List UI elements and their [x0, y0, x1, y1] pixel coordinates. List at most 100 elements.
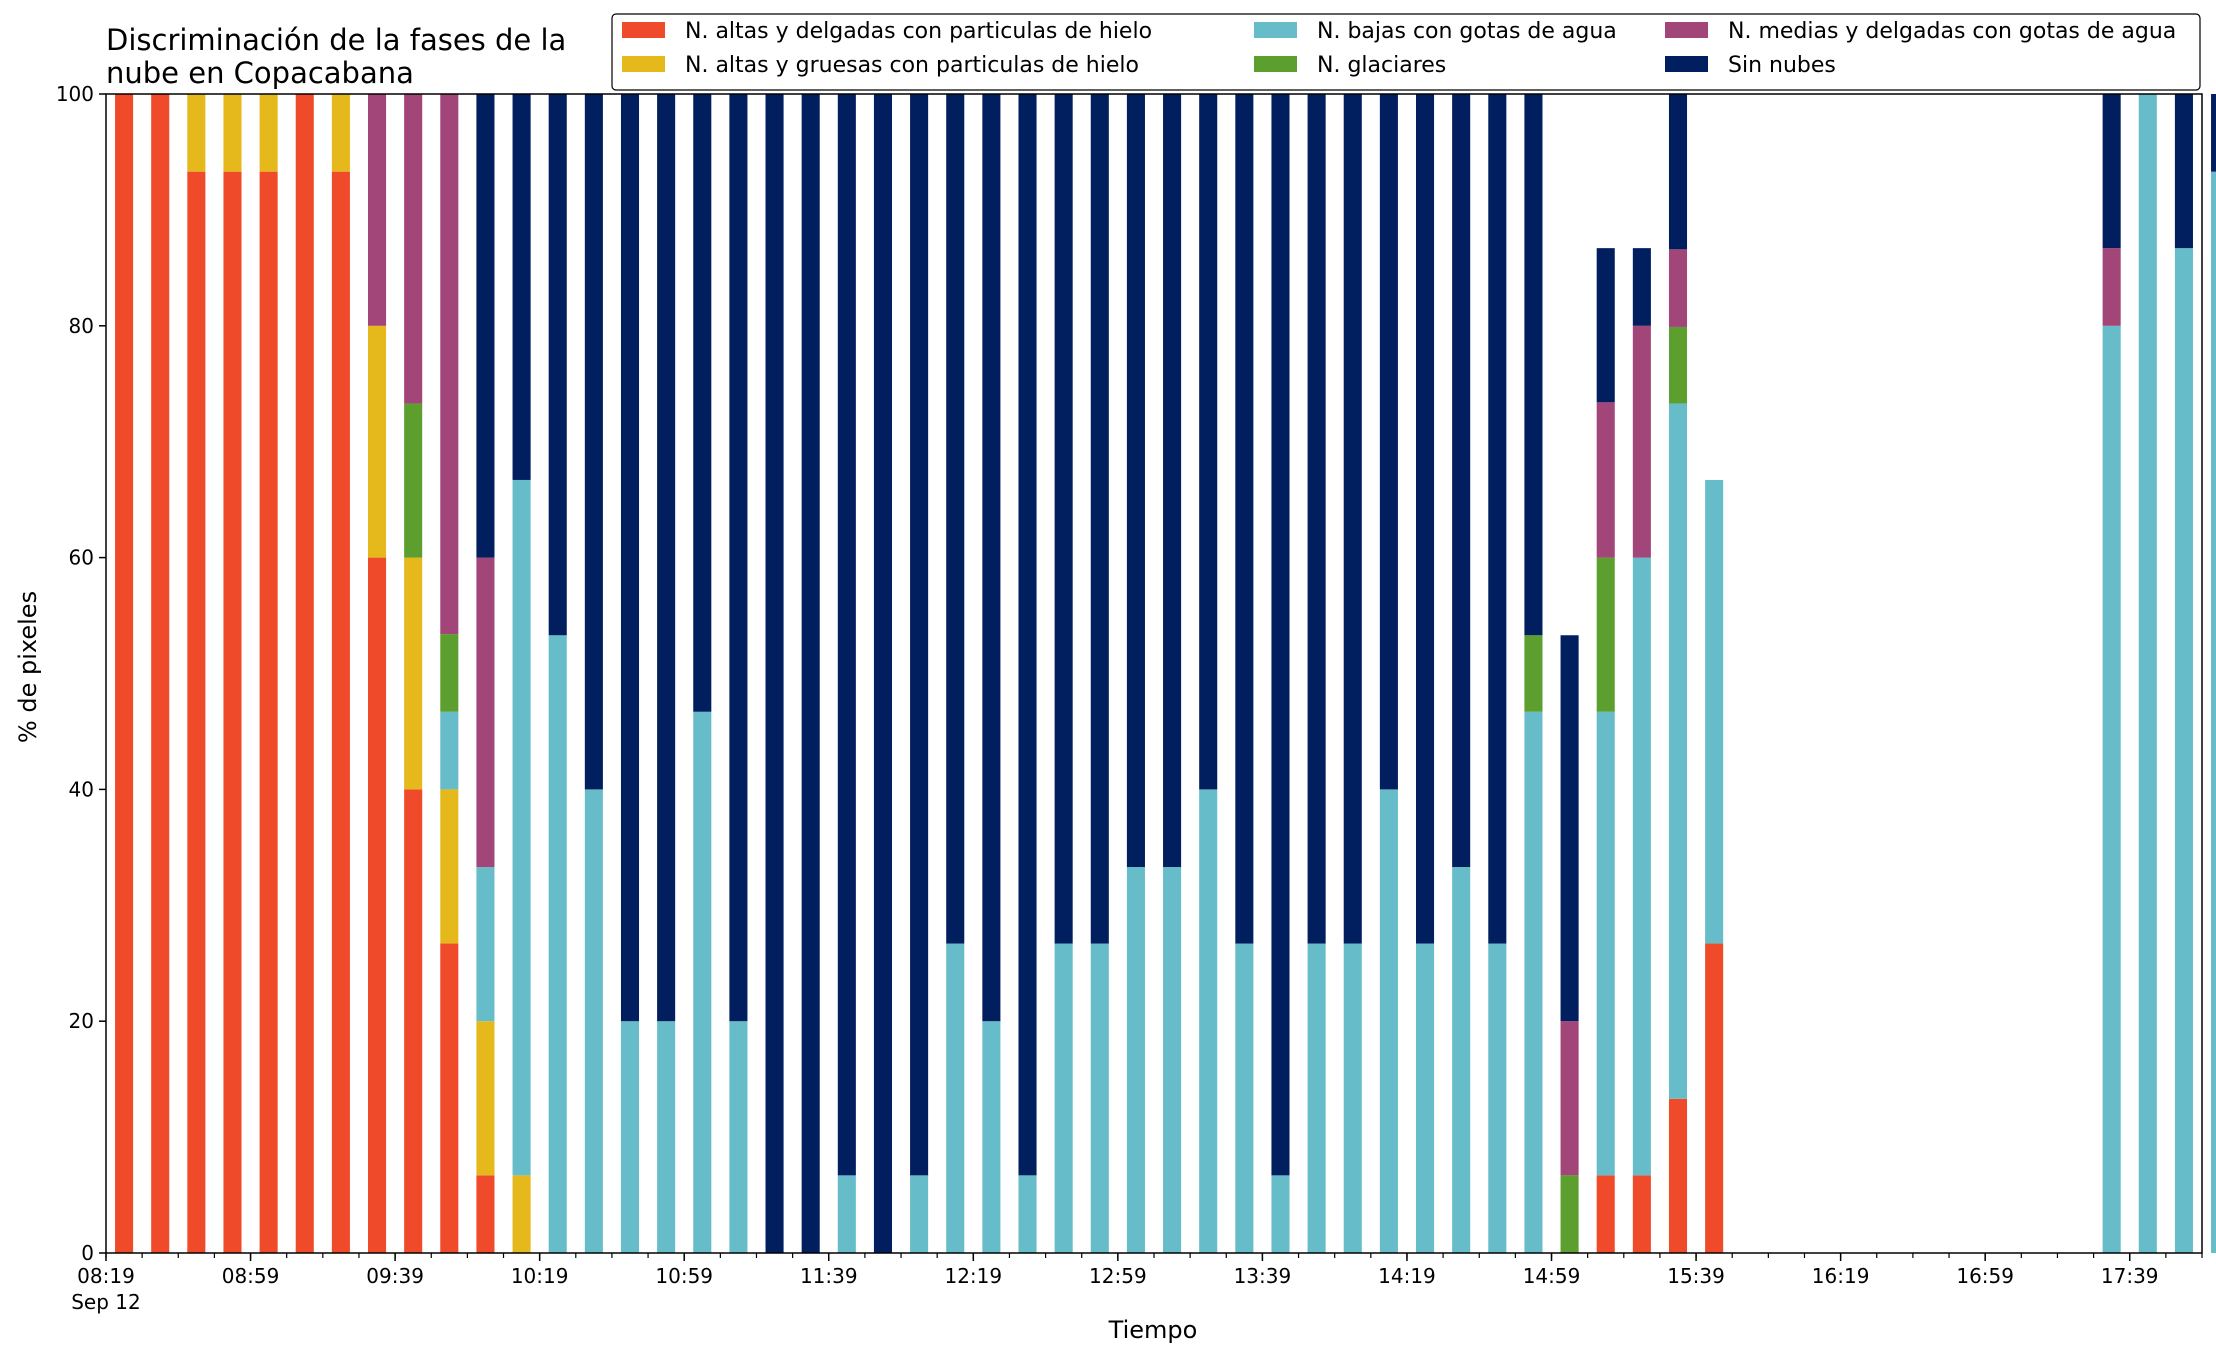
y-tick-label-0: 0: [81, 1241, 94, 1265]
bar-n-bajas-con-gotas-de-agua-27: [1090, 943, 1109, 1253]
x-tick-label-1339: 13:39: [1234, 1264, 1292, 1288]
bar-sin-nubes-13: [584, 94, 603, 790]
chart-title-line-2: nube en Copacabana: [106, 56, 414, 90]
bar-sin-nubes-40: [1560, 635, 1579, 1022]
bar-sin-nubes-12: [548, 94, 567, 636]
bar-sin-nubes-38: [1488, 94, 1507, 944]
bar-sin-nubes-19: [801, 94, 820, 1253]
y-tick-label-20: 20: [69, 1009, 94, 1033]
x-tick-label-1139: 11:39: [800, 1264, 858, 1288]
bar-sin-nubes-24: [982, 94, 1001, 1022]
bar-n-altas-y-gruesas-con-particulas-de-hielo-9: [440, 789, 459, 944]
bar-n-bajas-con-gotas-de-agua-36: [1416, 943, 1435, 1253]
bar-n-altas-y-delgadas-con-particulas-de-hielo-44: [1705, 943, 1724, 1253]
bars-layer: [115, 94, 2216, 1254]
y-tick-label-40: 40: [69, 777, 94, 801]
bar-n-medias-y-delgadas-con-gotas-de-agua-8: [404, 94, 423, 404]
x-tick-label-0859: 08:59: [222, 1264, 280, 1288]
bar-n-bajas-con-gotas-de-agua-11: [512, 479, 531, 1176]
axes-layer: 0 20 40 60 80 100 08:19 08:59 09:39 10:19 10:59 11:…: [56, 82, 2203, 1314]
bar-n-glaciares-40: [1560, 1175, 1579, 1253]
bar-n-altas-y-delgadas-con-particulas-de-hielo-10: [476, 1175, 495, 1253]
bar-n-bajas-con-gotas-de-agua-24: [982, 1021, 1001, 1253]
bar-n-bajas-con-gotas-de-agua-34: [1343, 943, 1362, 1253]
legend: N. altas y delgadas con particulas de hi…: [611, 13, 2201, 91]
bar-n-altas-y-delgadas-con-particulas-de-hielo-3: [223, 171, 242, 1254]
bar-n-altas-y-delgadas-con-particulas-de-hielo-6: [331, 171, 350, 1254]
bar-n-altas-y-delgadas-con-particulas-de-hielo-7: [368, 557, 387, 1253]
y-tick-label-100: 100: [56, 82, 94, 106]
x-tick-label-1419: 14:19: [1378, 1264, 1436, 1288]
bar-n-altas-y-delgadas-con-particulas-de-hielo-1: [151, 94, 170, 1253]
bar-n-bajas-con-gotas-de-agua-35: [1379, 789, 1398, 1253]
bar-n-glaciares-41: [1596, 557, 1615, 712]
bar-n-medias-y-delgadas-con-gotas-de-agua-9: [440, 94, 459, 635]
x-tick-label-1539: 15:39: [1667, 1264, 1725, 1288]
legend-swatch-n-bajas-con-gotas-de-agua: [1254, 22, 1297, 38]
bar-n-bajas-con-gotas-de-agua-12: [548, 635, 567, 1253]
bar-sin-nubes-36: [1416, 94, 1435, 944]
legend-swatch-n-altas-y-delgadas-con-particulas-de-hielo: [622, 22, 665, 38]
legend-swatch-n-medias-y-delgadas-con-gotas-de-agua: [1665, 22, 1708, 38]
bar-n-bajas-con-gotas-de-agua-22: [910, 1175, 929, 1253]
bar-n-bajas-con-gotas-de-agua-23: [946, 943, 965, 1253]
x-date-label: Sep 12: [71, 1290, 141, 1314]
bar-n-bajas-con-gotas-de-agua-57: [2174, 248, 2193, 1254]
x-axis-label: Tiempo: [1108, 1316, 1198, 1344]
bar-n-altas-y-gruesas-con-particulas-de-hielo-6: [331, 94, 350, 172]
chart-title: Discriminación de la fases de la nube en…: [106, 23, 566, 90]
bar-n-medias-y-delgadas-con-gotas-de-agua-41: [1596, 402, 1615, 558]
legend-label-n-bajas-con-gotas-de-agua: N. bajas con gotas de agua: [1317, 19, 1617, 44]
bar-n-glaciares-43: [1668, 326, 1688, 404]
bar-n-altas-y-delgadas-con-particulas-de-hielo-4: [259, 171, 278, 1254]
bar-sin-nubes-33: [1307, 94, 1326, 944]
bar-n-altas-y-delgadas-con-particulas-de-hielo-2: [187, 171, 206, 1254]
bar-n-medias-y-delgadas-con-gotas-de-agua-42: [1632, 325, 1651, 558]
bar-sin-nubes-42: [1632, 248, 1651, 326]
bar-sin-nubes-21: [873, 94, 892, 1253]
bar-n-altas-y-delgadas-con-particulas-de-hielo-5: [295, 94, 314, 1253]
bar-n-altas-y-delgadas-con-particulas-de-hielo-0: [115, 94, 134, 1253]
bar-n-altas-y-delgadas-con-particulas-de-hielo-43: [1668, 1098, 1688, 1253]
bar-sin-nubes-34: [1343, 94, 1362, 944]
bar-n-bajas-con-gotas-de-agua-41: [1596, 711, 1615, 1176]
bar-sin-nubes-14: [620, 94, 640, 1022]
bar-n-medias-y-delgadas-con-gotas-de-agua-55: [2102, 248, 2121, 326]
bar-n-altas-y-gruesas-con-particulas-de-hielo-4: [259, 94, 278, 172]
bar-n-glaciares-8: [404, 403, 423, 558]
bar-n-altas-y-delgadas-con-particulas-de-hielo-9: [440, 943, 459, 1253]
bar-n-bajas-con-gotas-de-agua-32: [1271, 1175, 1290, 1253]
bar-n-bajas-con-gotas-de-agua-10: [476, 867, 495, 1022]
bar-sin-nubes-16: [693, 94, 712, 712]
x-tick-label-1259: 12:59: [1089, 1264, 1147, 1288]
bar-n-bajas-con-gotas-de-agua-33: [1307, 943, 1326, 1253]
bar-sin-nubes-15: [657, 94, 676, 1022]
legend-swatch-n-altas-y-gruesas-con-particulas-de-hielo: [622, 56, 665, 72]
bar-n-bajas-con-gotas-de-agua-38: [1488, 943, 1507, 1253]
bar-sin-nubes-22: [910, 94, 929, 1176]
bar-sin-nubes-39: [1524, 94, 1543, 636]
bar-n-bajas-con-gotas-de-agua-31: [1235, 943, 1254, 1253]
bar-n-bajas-con-gotas-de-agua-37: [1452, 867, 1471, 1253]
bar-sin-nubes-41: [1596, 248, 1615, 403]
bar-n-bajas-con-gotas-de-agua-58: [2211, 171, 2216, 1254]
bar-n-glaciares-9: [440, 634, 459, 712]
bar-n-bajas-con-gotas-de-agua-26: [1054, 943, 1073, 1253]
bar-n-altas-y-gruesas-con-particulas-de-hielo-10: [476, 1021, 495, 1176]
bar-n-glaciares-39: [1524, 635, 1543, 712]
bar-sin-nubes-18: [765, 94, 784, 1253]
x-tick-label-1659: 16:59: [1956, 1264, 2014, 1288]
legend-label-n-glaciares: N. glaciares: [1317, 53, 1446, 78]
bar-n-bajas-con-gotas-de-agua-39: [1524, 711, 1543, 1253]
bar-sin-nubes-20: [837, 94, 856, 1176]
bar-n-altas-y-gruesas-con-particulas-de-hielo-7: [368, 325, 387, 558]
bar-n-bajas-con-gotas-de-agua-17: [729, 1021, 748, 1253]
bar-n-altas-y-delgadas-con-particulas-de-hielo-41: [1596, 1175, 1615, 1253]
legend-label-n-medias-y-delgadas-con-gotas-de-agua: N. medias y delgadas con gotas de agua: [1728, 19, 2176, 44]
bar-n-medias-y-delgadas-con-gotas-de-agua-43: [1668, 249, 1688, 327]
bar-n-altas-y-delgadas-con-particulas-de-hielo-8: [404, 789, 423, 1253]
bar-sin-nubes-37: [1452, 94, 1471, 868]
legend-label-n-altas-y-delgadas-con-particulas-de-hielo: N. altas y delgadas con particulas de hi…: [685, 19, 1152, 44]
y-axis-label: % de pixeles: [14, 591, 42, 743]
